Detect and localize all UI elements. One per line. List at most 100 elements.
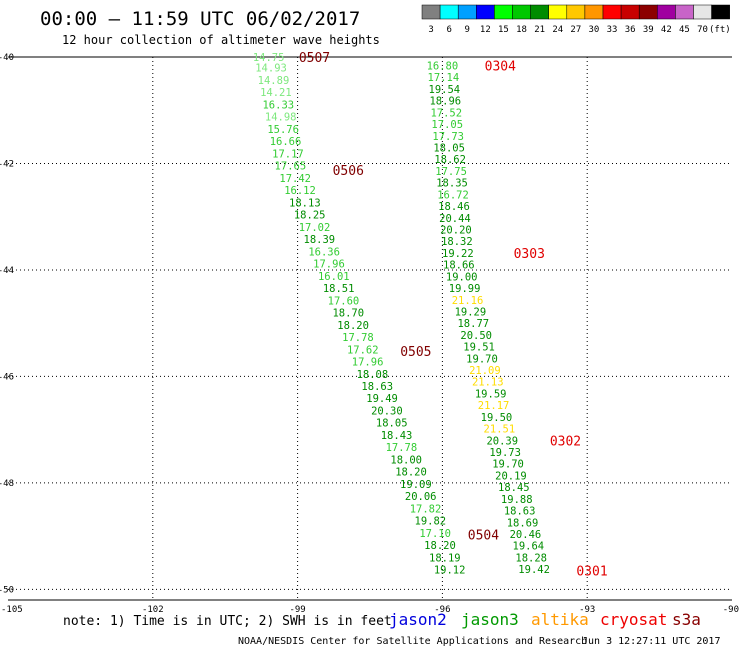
wave-height-value: 19.82 bbox=[415, 516, 447, 528]
scale-swatch bbox=[566, 4, 586, 20]
latitude-tick-label: -40 bbox=[0, 53, 14, 63]
wave-height-value: 17.10 bbox=[419, 528, 451, 540]
wave-height-value: 14.89 bbox=[258, 75, 290, 87]
scale-swatch bbox=[638, 4, 658, 20]
wave-height-value: 18.28 bbox=[515, 552, 547, 564]
scale-swatch bbox=[620, 4, 640, 20]
wave-height-value: 21.17 bbox=[478, 400, 510, 412]
latitude-tick-label: -42 bbox=[0, 159, 14, 169]
wave-height-value: 18.08 bbox=[357, 369, 389, 381]
satellite-legend-item: altika bbox=[531, 610, 589, 629]
wave-height-value: 18.20 bbox=[337, 320, 369, 332]
wave-height-value: 17.78 bbox=[342, 332, 374, 344]
wave-height-value: 19.59 bbox=[475, 388, 507, 400]
wave-height-value: 19.54 bbox=[429, 84, 461, 96]
wave-height-value: 18.05 bbox=[376, 418, 408, 430]
scale-unit-label: (ft) bbox=[709, 25, 731, 35]
wave-height-value: 19.51 bbox=[463, 342, 495, 354]
track-time-label: 0304 bbox=[485, 60, 516, 75]
scale-bin-label: 70 bbox=[697, 25, 708, 35]
scale-bin-label: 42 bbox=[661, 25, 672, 35]
track-time-label: 0302 bbox=[550, 434, 581, 449]
wave-height-value: 17.02 bbox=[299, 222, 331, 234]
wave-height-value: 19.00 bbox=[446, 271, 478, 283]
wave-height-value: 20.46 bbox=[510, 529, 542, 541]
wave-height-value: 21.51 bbox=[484, 424, 516, 436]
wave-height-value: 17.17 bbox=[272, 148, 304, 160]
scale-bin-label: 45 bbox=[679, 25, 690, 35]
scale-bin-label: 24 bbox=[552, 25, 563, 35]
wave-height-value: 14.75 bbox=[253, 52, 285, 64]
wave-height-value: 16.66 bbox=[270, 136, 302, 148]
wave-height-value: 18.20 bbox=[395, 467, 427, 479]
wave-height-value: 16.72 bbox=[437, 189, 469, 201]
scale-bin-label: 27 bbox=[570, 25, 581, 35]
wave-height-value: 18.51 bbox=[323, 283, 355, 295]
wave-height-value: 17.60 bbox=[328, 295, 360, 307]
altimeter-tracks: 14.7514.9314.8914.2116.3314.9815.7616.66… bbox=[253, 51, 608, 580]
scale-bin-label: 15 bbox=[498, 25, 509, 35]
scale-bin-label: 21 bbox=[534, 25, 545, 35]
track-time-label: 0506 bbox=[333, 164, 364, 179]
track-segment: 17.6517.4216.1218.1318.2517.0218.3916.36… bbox=[275, 161, 379, 357]
wave-height-value: 18.63 bbox=[504, 506, 536, 518]
wave-height-value: 17.96 bbox=[352, 357, 384, 369]
wave-height-value: 16.33 bbox=[262, 99, 294, 111]
wave-height-value: 17.96 bbox=[313, 259, 345, 271]
track-time-label: 0505 bbox=[400, 345, 431, 360]
latitude-tick-label: -46 bbox=[0, 372, 14, 382]
track-time-label: 0301 bbox=[576, 565, 607, 580]
track-segment: 16.8017.1419.5418.9617.5217.0517.7318.05… bbox=[427, 60, 517, 260]
map-axis-ticks: -40 -42 -44 -46 -48 -50 -105 -102 -99 -96 -93 -90 bbox=[0, 53, 739, 615]
wave-height-value: 21.09 bbox=[469, 365, 501, 377]
track-segment: 14.7514.9314.8914.2116.3314.9815.7616.66… bbox=[253, 51, 330, 160]
footer-credit: NOAA/NESDIS Center for Satellite Applica… bbox=[238, 636, 587, 647]
wave-height-value: 17.75 bbox=[435, 166, 467, 178]
wave-height-value: 18.96 bbox=[429, 96, 461, 108]
wave-height-value: 18.45 bbox=[498, 482, 530, 494]
scale-bin-label: 36 bbox=[625, 25, 636, 35]
track-segment: 0301 bbox=[576, 565, 607, 580]
wave-height-value: 16.12 bbox=[284, 185, 316, 197]
wave-height-value: 16.80 bbox=[427, 61, 459, 73]
scale-bin-label: 12 bbox=[480, 25, 491, 35]
scale-swatch bbox=[657, 4, 676, 20]
latitude-tick-label: -44 bbox=[0, 266, 14, 276]
track-time-label: 0303 bbox=[514, 247, 545, 262]
wave-height-value: 20.30 bbox=[371, 405, 403, 417]
scale-swatch bbox=[711, 4, 730, 20]
scale-swatch bbox=[675, 4, 694, 20]
wave-height-value: 18.13 bbox=[289, 197, 321, 209]
wave-height-value: 17.82 bbox=[410, 503, 442, 515]
wave-height-value: 18.77 bbox=[457, 318, 489, 330]
satellite-legend-item: cryosat bbox=[600, 610, 667, 629]
wave-height-value: 17.52 bbox=[430, 107, 462, 119]
wave-height-value: 17.65 bbox=[275, 161, 307, 173]
scale-bin-label: 18 bbox=[516, 25, 527, 35]
wave-height-value: 19.70 bbox=[466, 353, 498, 365]
wave-height-value: 16.36 bbox=[308, 246, 340, 258]
wave-height-value: 19.29 bbox=[455, 306, 487, 318]
longitude-tick-label: -93 bbox=[579, 605, 595, 615]
scale-swatch bbox=[548, 4, 568, 20]
wave-height-value: 18.62 bbox=[434, 154, 466, 166]
wave-height-value: 19.99 bbox=[449, 283, 481, 295]
satellite-legend-item: jason2 bbox=[389, 610, 447, 629]
latitude-tick-label: -50 bbox=[0, 585, 14, 595]
satellite-legend-item: jason3 bbox=[461, 610, 519, 629]
satellite-legend-item: s3a bbox=[672, 610, 701, 629]
scale-bin-label: 30 bbox=[589, 25, 600, 35]
wave-height-value: 19.88 bbox=[501, 494, 533, 506]
scale-bin-label: 39 bbox=[643, 25, 654, 35]
wave-height-value: 18.69 bbox=[507, 517, 539, 529]
scale-bin-label: 3 bbox=[428, 25, 433, 35]
wave-height-value: 20.44 bbox=[439, 213, 471, 225]
latitude-tick-label: -48 bbox=[0, 479, 14, 489]
wave-height-value: 17.62 bbox=[347, 344, 379, 356]
track-segment: 17.9618.0818.6319.4920.3018.0518.4317.78… bbox=[352, 345, 451, 540]
track-time-label: 0504 bbox=[468, 529, 499, 544]
scale-swatch bbox=[494, 4, 513, 20]
wave-height-value: 15.76 bbox=[267, 124, 299, 136]
wave-height-value: 19.42 bbox=[518, 564, 550, 576]
